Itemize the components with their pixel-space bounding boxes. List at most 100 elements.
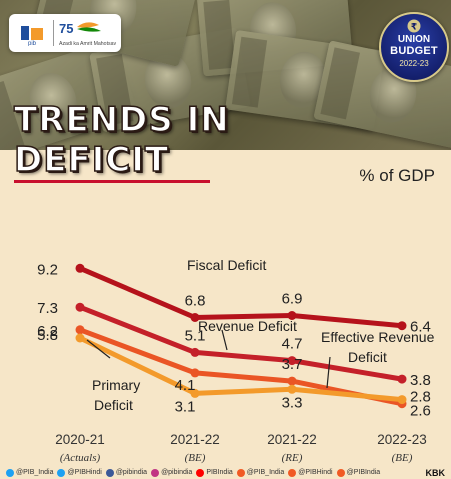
effective-revenue-deficit-value-label: 2.6 [410, 403, 431, 420]
annotation-effective-line1: Effective Revenue [321, 329, 435, 345]
fiscal-deficit-value-label: 6.4 [410, 319, 431, 336]
svg-text:pib: pib [28, 41, 37, 46]
svg-text:75: 75 [59, 21, 73, 36]
primary-deficit-value-label: 3.3 [282, 394, 303, 411]
designer-credit: KBK [425, 467, 446, 478]
revenue-deficit-point [287, 356, 297, 366]
primary-deficit-value-label: 5.8 [37, 327, 58, 344]
badge-year: 2022-23 [399, 59, 429, 68]
x-tick-sublabel: (BE) [392, 452, 413, 464]
fiscal-deficit-value-label: 6.9 [282, 291, 303, 308]
fiscal-deficit-point [190, 313, 200, 322]
primary-leader [86, 339, 111, 359]
union-budget-badge: ₹ UNION BUDGET 2022-23 [379, 12, 449, 82]
social-handle[interactable]: @PIBIndia [336, 468, 381, 477]
social-handle[interactable]: PIBIndia [196, 468, 233, 477]
social-handle-text: @PIBHindi [67, 469, 102, 476]
revenue-deficit-value-label: 5.1 [185, 327, 206, 344]
data-labels: 9.2 6.8 6.9 6.4 7.3 5.1 4.7 3.8 6.2 4.1 3.7 2.6 5.8 3… [37, 261, 431, 419]
social-icon [196, 468, 205, 477]
primary-deficit-value-label: 3.1 [175, 398, 196, 415]
social-handle-text: @PIBIndia [346, 469, 381, 476]
primary-deficit-point [190, 388, 200, 398]
series-lines [77, 265, 405, 407]
x-tick-sublabel: (BE) [185, 452, 206, 464]
social-icon [151, 468, 160, 477]
social-handle[interactable]: @PIBHindi [288, 468, 333, 477]
revenue-deficit-line [77, 304, 405, 382]
x-tick-label: 2021-22 [267, 432, 317, 447]
x-axis: 2020-21 (Actuals) 2021-22 (BE) 2021-22 (RE) 20… [55, 432, 427, 464]
x-tick-sublabel: (Actuals) [60, 452, 101, 464]
social-icon [57, 468, 66, 477]
social-icon [6, 468, 14, 477]
revenue-leader [221, 329, 228, 351]
x-tick-label: 2021-22 [170, 432, 220, 447]
fiscal-deficit-line [77, 265, 405, 329]
badge-budget: BUDGET [390, 45, 438, 57]
social-handle-text: @pibindia [115, 469, 148, 476]
revenue-deficit-point [190, 347, 200, 357]
logo-card: pib 75 Azadi ka Amrit Mahotsav [9, 14, 121, 52]
annotation-effective-line2: Deficit [348, 349, 387, 365]
effective-revenue-deficit-point [190, 368, 200, 378]
annotation-revenue: Revenue Deficit [198, 318, 297, 334]
social-icon [236, 468, 245, 477]
effective-revenue-deficit-point [75, 325, 85, 335]
title-underline [14, 180, 210, 183]
fiscal-deficit-point [397, 321, 407, 331]
logo-divider [53, 20, 54, 46]
effective-revenue-deficit-value-label: 4.1 [175, 377, 196, 394]
series-points [75, 263, 407, 409]
social-handle-text: @PIB_India [16, 469, 54, 476]
social-icon [288, 468, 297, 477]
effective-leader [326, 356, 331, 389]
revenue-deficit-point [397, 374, 407, 384]
svg-text:Azadi ka Amrit Mahotsav: Azadi ka Amrit Mahotsav [59, 41, 116, 47]
title-line-1: TRENDS IN [13, 99, 230, 141]
social-handle[interactable]: @PIB_India [236, 468, 285, 477]
annotation-fiscal: Fiscal Deficit [187, 257, 266, 273]
annotation-primary-line1: Primary [92, 377, 140, 393]
fiscal-deficit-point [287, 311, 297, 320]
annotation-primary-line2: Deficit [94, 397, 133, 413]
primary-deficit-line [77, 335, 405, 403]
fiscal-deficit-value-label: 6.8 [185, 293, 206, 310]
social-handle-text: @pibindia [161, 469, 193, 476]
social-icon [336, 468, 345, 477]
revenue-deficit-value-label: 7.3 [37, 300, 58, 317]
social-handle[interactable]: @PIBHindi [57, 468, 102, 477]
social-handle[interactable]: @pibindia [105, 468, 148, 477]
series-annotations: Fiscal Deficit Revenue Deficit Effective… [92, 257, 435, 413]
x-tick-sublabel: (RE) [282, 452, 303, 464]
primary-deficit-point [287, 384, 297, 394]
social-handle[interactable]: @pibindia [151, 468, 193, 477]
primary-deficit-point [75, 333, 85, 343]
revenue-deficit-value-label: 3.8 [410, 372, 431, 389]
effective-revenue-deficit-value-label: 3.7 [282, 356, 303, 373]
effective-revenue-deficit-value-label: 6.2 [37, 323, 58, 340]
revenue-deficit-value-label: 4.7 [282, 336, 303, 353]
fiscal-deficit-point [75, 263, 85, 273]
fiscal-deficit-value-label: 9.2 [37, 261, 58, 278]
x-tick-label: 2022-23 [377, 432, 427, 447]
social-handle-text: @PIBHindi [298, 469, 333, 476]
social-handle-text: @PIB_India [246, 469, 285, 476]
azadi-ka-amrit-mahotsav-logo: 75 Azadi ka Amrit Mahotsav [59, 21, 116, 47]
badge-union: UNION [397, 34, 431, 45]
annotation-leaders [86, 329, 331, 389]
primary-deficit-point [397, 395, 407, 405]
effective-revenue-deficit-point [287, 376, 297, 386]
unit-label: % of GDP [359, 166, 435, 185]
social-handle-text: PIBIndia [206, 469, 233, 476]
social-icon [105, 468, 114, 477]
svg-text:₹: ₹ [411, 23, 417, 33]
primary-deficit-value-label: 2.8 [410, 389, 431, 406]
social-handle[interactable]: @PIB_India [6, 468, 54, 477]
x-tick-label: 2020-21 [55, 432, 105, 447]
rupee-emblem-icon: ₹ [407, 19, 421, 33]
revenue-deficit-point [75, 302, 85, 312]
footer-social-bar: @PIB_India @PIBHindi @pibindia @pibindia PIB… [0, 466, 451, 479]
